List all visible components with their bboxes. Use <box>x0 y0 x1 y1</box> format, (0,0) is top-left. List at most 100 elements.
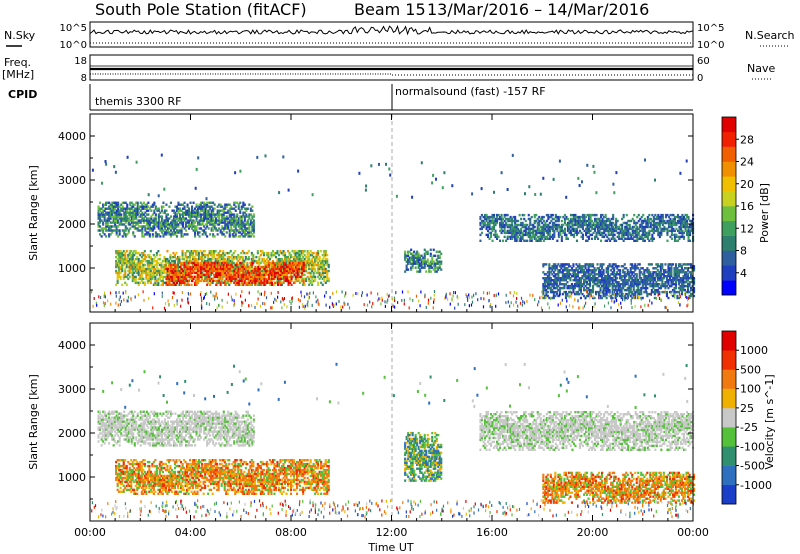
echo-cell <box>527 235 530 239</box>
echo-cell <box>131 273 134 277</box>
echo-cell <box>508 223 511 227</box>
echo-cell <box>604 233 607 237</box>
echo-cell <box>158 275 161 279</box>
echo-cell <box>222 221 225 224</box>
echo-cell <box>610 223 613 227</box>
echo-cell <box>306 255 309 259</box>
echo-cell <box>523 217 526 221</box>
echo-cell <box>663 225 666 229</box>
echo-cell <box>118 221 121 224</box>
echo-cell <box>191 211 194 214</box>
echo-cell <box>286 267 289 271</box>
echo-cell <box>599 283 602 286</box>
echo-cell <box>503 223 506 227</box>
echo-cell <box>500 221 503 225</box>
echo-cell <box>550 225 553 229</box>
echo-cell <box>237 221 240 224</box>
echo-cell <box>146 271 149 275</box>
echo-cell <box>175 231 178 234</box>
echo-cell <box>183 201 186 204</box>
echo-cell <box>303 253 306 257</box>
echo-cell <box>130 271 133 275</box>
echo-cell <box>243 251 246 255</box>
echo-cell <box>182 277 185 281</box>
echo-cell <box>274 261 277 265</box>
echo-cell <box>197 273 200 277</box>
echo-cell <box>564 273 567 276</box>
echo-cell <box>485 227 488 231</box>
echo-cell <box>578 229 581 233</box>
echo-cell <box>115 213 118 216</box>
echo-cell <box>180 221 183 224</box>
echo-cell <box>129 209 132 212</box>
echo-cell <box>601 290 604 294</box>
echo-cell <box>208 251 211 255</box>
echo-cell <box>592 277 595 280</box>
echo-cell <box>311 263 314 267</box>
echo-cell <box>162 235 165 238</box>
echo-cell <box>651 233 654 237</box>
echo-cell <box>143 271 146 275</box>
echo-cell <box>594 225 597 229</box>
echo-cell <box>256 251 259 255</box>
echo-cell <box>119 259 122 263</box>
echo-cell <box>210 277 213 281</box>
echo-cell <box>593 271 596 274</box>
echo-cell <box>176 257 179 261</box>
echo-cell <box>642 229 645 233</box>
echo-cell <box>136 213 139 216</box>
echo-cell <box>563 221 566 225</box>
echo-cell <box>560 229 563 233</box>
echo-cell <box>201 261 204 265</box>
freq-unit: [MHz] <box>2 68 34 81</box>
echo-cell <box>604 239 607 242</box>
echo-cell <box>222 227 225 230</box>
echo-cell <box>108 201 111 204</box>
echo-cell <box>215 279 218 283</box>
echo-cell <box>639 237 642 240</box>
echo-cell <box>317 250 320 253</box>
echo-cell <box>162 221 165 224</box>
echo-cell <box>302 263 305 267</box>
echo-cell <box>203 273 206 277</box>
echo-cell <box>606 229 609 233</box>
echo-cell <box>166 275 169 279</box>
echo-cell <box>139 269 142 273</box>
echo-cell <box>308 265 311 269</box>
echo-cell <box>575 277 578 280</box>
echo-cell <box>289 265 292 269</box>
echo-cell <box>128 267 131 271</box>
echo-cell <box>290 259 293 263</box>
echo-cell <box>139 205 142 208</box>
echo-cell <box>252 227 255 230</box>
echo-cell <box>225 205 228 208</box>
echo-cell <box>669 235 672 239</box>
echo-cell <box>554 263 557 266</box>
echo-cell <box>542 265 545 268</box>
echo-cell <box>300 253 303 257</box>
echo-cell <box>579 283 582 286</box>
echo-cell <box>407 252 410 255</box>
echo-cell <box>684 225 687 229</box>
echo-cell <box>216 265 219 269</box>
echo-cell <box>181 251 184 255</box>
echo-cell <box>163 209 166 212</box>
echo-cell <box>133 277 136 281</box>
echo-cell <box>491 239 494 242</box>
echo-cell <box>591 225 594 229</box>
echo-cell <box>425 262 428 265</box>
echo-cell <box>312 275 315 279</box>
echo-cell <box>576 279 579 282</box>
echo-cell <box>559 229 562 233</box>
echo-cell <box>521 235 524 239</box>
echo-cell <box>97 225 100 228</box>
echo-cell <box>204 209 207 212</box>
echo-cell <box>264 281 267 284</box>
echo-cell <box>321 257 324 261</box>
echo-cell <box>181 255 184 259</box>
echo-cell <box>686 221 689 225</box>
echo-cell <box>109 205 112 208</box>
echo-cell <box>243 281 246 284</box>
echo-cell <box>284 259 287 263</box>
echo-cell <box>661 215 664 219</box>
